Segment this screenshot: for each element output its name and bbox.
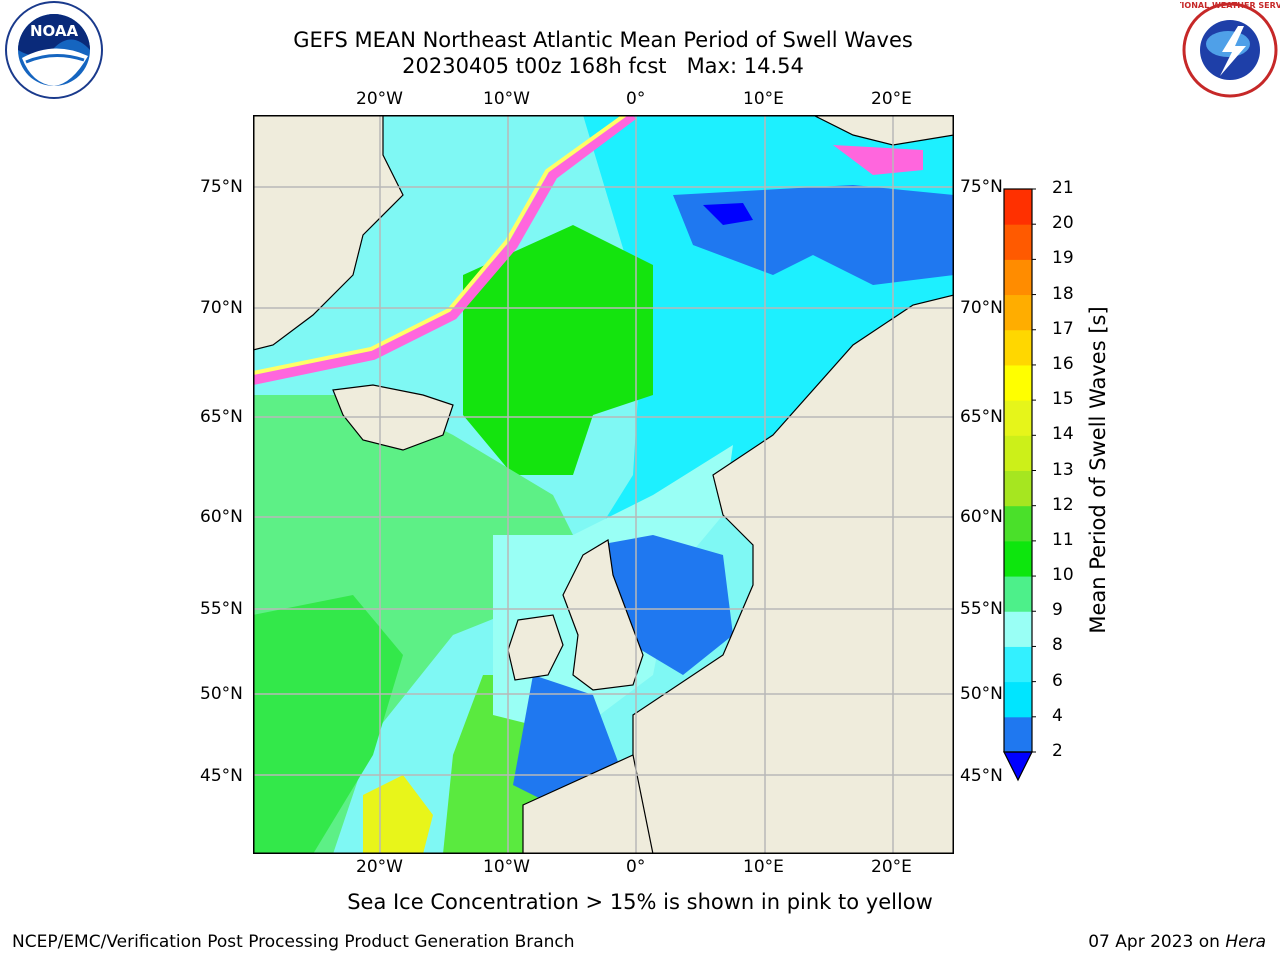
sea-ice-barents — [833, 145, 923, 175]
lat-label-right-55n: 55°N — [960, 599, 1003, 619]
graticule — [253, 115, 954, 854]
colorbar-tick-label: 8 — [1052, 635, 1063, 656]
colorbar-segment — [1004, 646, 1032, 683]
colorbar-segment — [1004, 259, 1032, 296]
lon-label-bottom-10w: 10°W — [483, 857, 530, 877]
noaa-logo-text: NOAA — [30, 22, 79, 40]
colorbar-segment — [1004, 681, 1032, 718]
lat-label-right-45n: 45°N — [960, 766, 1003, 786]
lat-label-left-55n: 55°N — [200, 599, 243, 619]
colorbar-tick-label: 10 — [1052, 565, 1074, 586]
colorbar-segment — [1004, 505, 1032, 542]
region-north-sea — [593, 535, 733, 675]
colorbar-segment — [1004, 364, 1032, 401]
colorbar-segment — [1004, 611, 1032, 647]
colorbar-segment — [1004, 470, 1032, 507]
colorbar-tick-label: 21 — [1052, 178, 1074, 198]
colorbar-title: Mean Period of Swell Waves [s] — [1086, 306, 1110, 634]
lon-label-bottom-20e: 20°E — [871, 857, 912, 877]
lat-label-left-65n: 65°N — [200, 407, 243, 427]
lon-label-bottom-20w: 20°W — [356, 857, 403, 877]
sea-ice-edge — [253, 115, 636, 385]
colorbar — [1003, 188, 1036, 782]
lon-label-bottom-0: 0° — [626, 857, 646, 877]
colorbar-tick-label: 17 — [1052, 318, 1074, 339]
colorbar-tick-label: 11 — [1052, 529, 1074, 550]
credit-text: NCEP/EMC/Verification Post Processing Pr… — [12, 932, 575, 952]
lon-label-top-10w: 10°W — [483, 89, 530, 109]
colorbar-tick-label: 19 — [1052, 248, 1074, 269]
lon-label-top-10e: 10°E — [743, 89, 784, 109]
lon-label-top-0: 0° — [626, 89, 646, 109]
machine-name: Hera — [1225, 932, 1266, 952]
lat-label-right-60n: 60°N — [960, 507, 1003, 527]
lat-label-left-50n: 50°N — [200, 684, 243, 704]
lat-label-right-75n: 75°N — [960, 177, 1003, 197]
land-great-britain — [562, 539, 644, 691]
colorbar-underflow-arrow — [1003, 751, 1033, 782]
lat-label-right-65n: 65°N — [960, 407, 1003, 427]
land-svalbard — [812, 115, 954, 146]
colorbar-tick-label: 13 — [1052, 459, 1074, 480]
colorbar-tick-label: 20 — [1052, 213, 1074, 234]
colorbar-segment — [1004, 294, 1032, 331]
chart-title: GEFS MEAN Northeast Atlantic Mean Period… — [293, 28, 913, 52]
colorbar-tick-label: 15 — [1052, 389, 1074, 410]
lat-label-right-70n: 70°N — [960, 298, 1003, 318]
date-stamp: 07 Apr 2023 on Hera — [1088, 932, 1266, 952]
lon-label-top-20e: 20°E — [871, 89, 912, 109]
map-frame — [253, 115, 954, 854]
sea-ice-edge-inner — [253, 115, 627, 375]
land-iberia — [522, 754, 654, 854]
lat-label-left-60n: 60°N — [200, 507, 243, 527]
colorbar-segment — [1004, 189, 1032, 225]
lat-label-left-70n: 70°N — [200, 298, 243, 318]
lat-label-right-50n: 50°N — [960, 684, 1003, 704]
lon-label-bottom-10e: 10°E — [743, 857, 784, 877]
lat-label-left-75n: 75°N — [200, 177, 243, 197]
region-green-west-bright — [253, 595, 403, 854]
colorbar-segment — [1004, 329, 1032, 366]
region-low-period — [703, 203, 753, 225]
colorbar-segment — [1004, 576, 1032, 612]
sea-ice-note: Sea Ice Concentration > 15% is shown in … — [347, 890, 933, 914]
colorbar-segment — [1004, 224, 1032, 260]
colorbar-segment — [1004, 540, 1032, 577]
region-green-north — [463, 225, 653, 475]
land-greenland — [253, 115, 404, 351]
colorbar-tick-label: 6 — [1052, 670, 1063, 691]
colorbar-segment — [1004, 716, 1032, 753]
colorbar-tick-label: 9 — [1052, 600, 1063, 621]
colorbar-tick-label: 12 — [1052, 494, 1074, 515]
colorbar-tick-label: 2 — [1052, 741, 1063, 761]
noaa-logo: NOAA — [5, 1, 103, 99]
land-scandinavia — [632, 294, 954, 854]
lat-label-left-45n: 45°N — [200, 766, 243, 786]
colorbar-segment — [1004, 400, 1032, 436]
colorbar-tick-label: 4 — [1052, 705, 1063, 726]
colorbar-tick-label: 16 — [1052, 353, 1074, 374]
colorbar-tick-label: 14 — [1052, 424, 1074, 445]
lon-label-top-20w: 20°W — [356, 89, 403, 109]
nws-logo-text: NATIONAL WEATHER SERVICE — [1180, 1, 1280, 10]
colorbar-segment — [1004, 435, 1032, 471]
nws-logo: NATIONAL WEATHER SERVICE — [1180, 1, 1280, 98]
chart-subtitle: 20230405 t00z 168h fcst Max: 14.54 — [402, 54, 804, 78]
colorbar-tick-label: 18 — [1052, 283, 1074, 304]
swell-period-map — [253, 115, 954, 854]
date-text: 07 Apr 2023 on — [1088, 932, 1226, 952]
